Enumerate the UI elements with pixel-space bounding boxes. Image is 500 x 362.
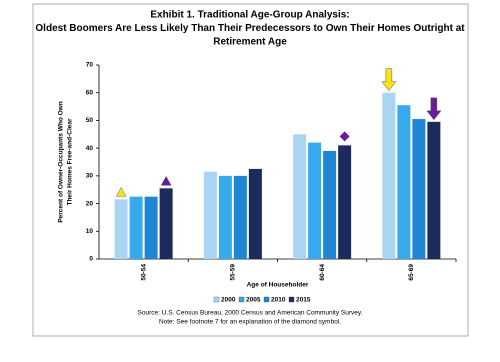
legend-swatch bbox=[288, 296, 295, 303]
bar bbox=[412, 119, 426, 260]
source-note: Source: U.S. Census Bureau, 2000 Census … bbox=[138, 310, 363, 317]
y-axis-label: Their Homes Free-and-Clear bbox=[67, 118, 74, 206]
bar bbox=[338, 145, 352, 259]
y-tick-label: 40 bbox=[86, 145, 94, 152]
y-tick-label: 10 bbox=[86, 228, 94, 235]
legend-swatch bbox=[213, 296, 220, 303]
y-tick-label: 0 bbox=[89, 256, 93, 263]
y-tick-label: 30 bbox=[86, 173, 94, 180]
legend-label: 2005 bbox=[246, 297, 261, 304]
x-axis-label: Age of Householder bbox=[247, 282, 309, 289]
legend-label: 2010 bbox=[271, 297, 286, 304]
y-tick-label: 60 bbox=[86, 89, 94, 96]
legend-swatch bbox=[238, 296, 245, 303]
bar bbox=[248, 168, 262, 259]
annotation-triangle bbox=[160, 175, 172, 186]
annotation-diamond bbox=[339, 131, 350, 142]
y-tick-label: 70 bbox=[86, 62, 94, 69]
bar bbox=[159, 188, 173, 259]
bar bbox=[233, 175, 247, 259]
legend-swatch bbox=[263, 296, 270, 303]
y-axis-label: Percent of Owner-Occupants Who Own bbox=[58, 101, 65, 222]
bar bbox=[114, 199, 128, 259]
bar bbox=[144, 196, 158, 259]
bar bbox=[129, 196, 143, 259]
x-tick-label: 65-69 bbox=[408, 264, 415, 281]
legend-label: 2015 bbox=[296, 297, 311, 304]
annotation-arrow bbox=[381, 68, 397, 92]
x-tick-label: 50-54 bbox=[140, 264, 147, 281]
bar bbox=[323, 150, 337, 259]
annotation-arrow bbox=[426, 97, 442, 121]
legend-label: 2000 bbox=[221, 297, 236, 304]
y-tick-label: 20 bbox=[86, 200, 94, 207]
chart-title: Oldest Boomers Are Less Likely Than Thei… bbox=[35, 23, 465, 34]
bar bbox=[203, 171, 217, 259]
y-tick-label: 50 bbox=[86, 117, 94, 124]
source-note: Note: See footnote 7 for an explanation … bbox=[159, 319, 341, 326]
bar bbox=[293, 134, 307, 259]
x-tick-label: 60-64 bbox=[319, 264, 326, 281]
x-tick-label: 55-59 bbox=[230, 264, 237, 281]
chart-title: Retirement Age bbox=[213, 37, 287, 48]
annotation-triangle bbox=[115, 187, 127, 197]
bar bbox=[218, 175, 232, 259]
bar bbox=[382, 92, 396, 259]
chart-title: Exhibit 1. Traditional Age-Group Analysi… bbox=[150, 10, 349, 21]
bar bbox=[427, 121, 441, 259]
bar bbox=[397, 105, 411, 259]
bar bbox=[308, 142, 322, 259]
